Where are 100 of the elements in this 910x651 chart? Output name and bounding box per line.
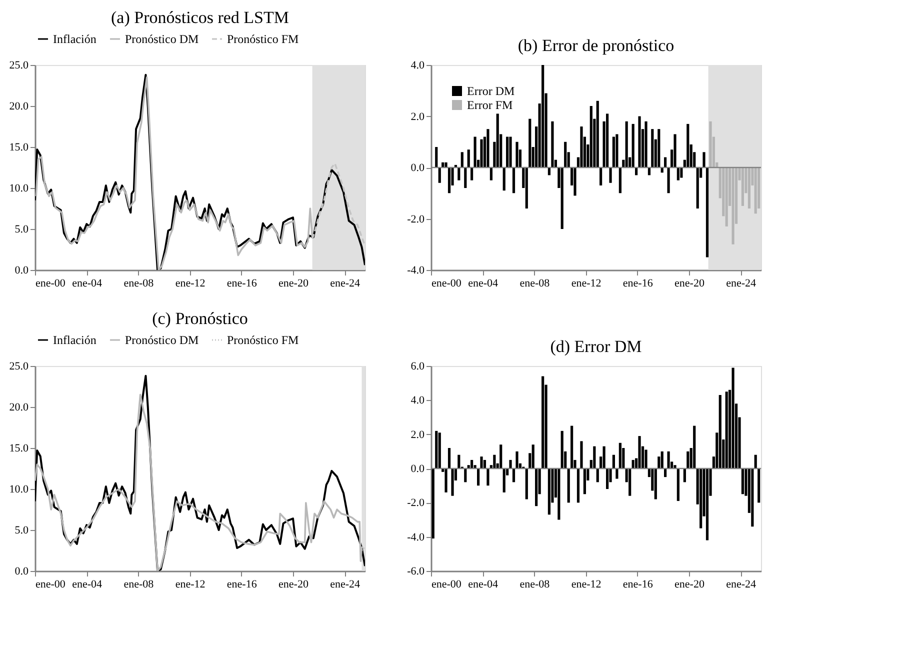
bar [741, 468, 744, 494]
x-tick-label: ene-12 [175, 278, 206, 290]
bar [702, 152, 706, 168]
bar [580, 126, 583, 168]
bar [686, 451, 690, 468]
chart-title: (a) Pronósticos red LSTM [110, 8, 290, 27]
bar [542, 376, 544, 468]
bar [625, 121, 628, 168]
bar [448, 448, 451, 468]
y-tick-label: -4.0 [407, 531, 425, 544]
bar [480, 456, 483, 468]
bar [580, 441, 583, 468]
legend-label: Pronóstico FM [227, 333, 300, 347]
bar [693, 426, 696, 468]
bar [451, 468, 454, 496]
bar [474, 136, 476, 168]
chart-title: (c) Pronóstico [152, 309, 248, 328]
bar [476, 468, 480, 486]
bar [432, 468, 434, 539]
legend-label: Pronóstico DM [125, 333, 199, 347]
bar [660, 451, 664, 468]
x-tick-label: ene-08 [520, 578, 550, 590]
bar [732, 368, 734, 468]
x-tick-label: ene-20 [278, 578, 309, 590]
bar [706, 468, 709, 540]
bar [590, 106, 592, 168]
x-tick-label: ene-08 [520, 278, 550, 290]
bar [435, 430, 438, 468]
bar [512, 468, 516, 482]
x-tick-label: ene-24 [726, 278, 757, 290]
bar [448, 168, 451, 194]
bar [486, 129, 490, 168]
y-tick-label: 2.0 [410, 110, 425, 123]
bar [500, 444, 502, 468]
y-tick-label: -2.0 [407, 213, 425, 226]
y-tick-label: 20.0 [9, 100, 29, 112]
x-tick-label: ene-04 [72, 578, 103, 590]
y-tick-label: 4.0 [410, 394, 425, 407]
bar [548, 468, 551, 515]
bar [551, 121, 554, 168]
y-tick-label: -2.0 [407, 497, 425, 510]
bar [644, 450, 648, 468]
y-tick-label: 15.0 [9, 142, 29, 154]
bar [486, 468, 490, 486]
x-tick-label: ene-20 [674, 578, 705, 590]
bar [542, 65, 544, 168]
y-tick-label: 5.0 [14, 524, 29, 536]
bar [509, 460, 512, 468]
bar [667, 451, 670, 468]
y-tick-label: -6.0 [407, 566, 425, 578]
bar [741, 168, 744, 206]
bar [628, 468, 632, 496]
bar [758, 468, 760, 503]
x-tick-label: ene-16 [226, 278, 258, 290]
bar [596, 100, 599, 168]
legend-label: Error DM [467, 84, 515, 98]
bar [480, 139, 483, 168]
bar [600, 168, 602, 186]
legend-label: Inflación [53, 333, 96, 347]
legend-label: Inflación [53, 32, 96, 46]
bar [444, 468, 448, 492]
bar [593, 446, 596, 468]
y-tick-label: 25.0 [9, 60, 29, 72]
y-tick-label: 0.0 [410, 162, 425, 174]
y-tick-label: 10.0 [9, 182, 29, 194]
bar [576, 468, 580, 503]
y-tick-label: 4.0 [410, 60, 425, 72]
bar [667, 168, 670, 194]
bar [751, 468, 754, 527]
bar [616, 468, 618, 479]
bar [570, 426, 574, 468]
x-tick-label: ene-04 [72, 278, 103, 290]
x-tick-label: ene-20 [674, 278, 705, 290]
bar [612, 136, 615, 168]
y-tick-label: 25.0 [9, 360, 29, 372]
bar [525, 168, 528, 208]
bar [490, 168, 493, 180]
bar [460, 152, 464, 168]
y-tick-label: 0.0 [14, 264, 29, 276]
x-tick-label: ene-00 [432, 278, 462, 290]
bar [502, 168, 506, 191]
bar [512, 168, 516, 194]
y-tick-label: 0.0 [14, 566, 29, 578]
bar [700, 468, 702, 528]
bar [676, 468, 680, 501]
bar [612, 454, 615, 468]
bar [709, 121, 712, 168]
x-tick-label: ene-24 [726, 578, 757, 590]
x-tick-label: ene-08 [124, 578, 154, 590]
bar [438, 168, 441, 183]
bar [464, 168, 467, 188]
bar [632, 124, 634, 168]
x-tick-label: ene-08 [124, 278, 154, 290]
bar [725, 168, 728, 226]
bar [676, 168, 680, 180]
x-tick-label: ene-12 [175, 578, 206, 590]
x-tick-label: ene-24 [330, 278, 361, 290]
bar [532, 444, 534, 468]
legend-label: Error FM [467, 98, 513, 112]
bar [602, 446, 606, 468]
